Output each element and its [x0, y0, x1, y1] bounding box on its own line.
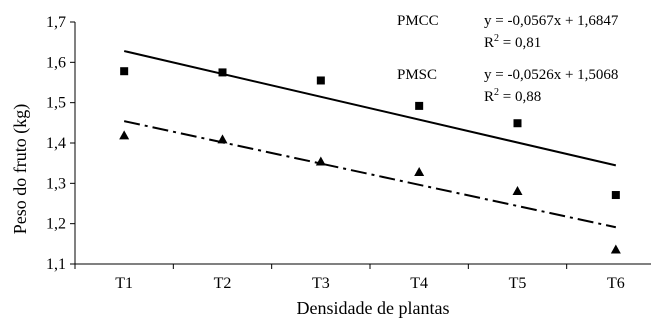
y-axis-title: Peso do fruto (kg): [10, 104, 31, 234]
data-point-pmsc: [513, 186, 523, 195]
r2-value-pmcc: = 0,81: [499, 35, 541, 51]
series-name-pmcc: PMCC: [397, 13, 439, 29]
series-name-pmsc: PMSC: [397, 67, 437, 83]
annotation-pmsc: PMSC y = -0,0526x + 1,5068 R2 = 0,88: [397, 67, 618, 105]
data-point-pmcc: [612, 191, 620, 199]
y-tick-label: 1,1: [46, 256, 66, 273]
data-point-pmcc: [317, 76, 325, 84]
data-point-pmsc: [218, 134, 228, 143]
data-point-pmsc: [611, 244, 621, 253]
y-axis: 1,1 1,2 1,3 1,4 1,5 1,6 1,7: [46, 14, 75, 273]
y-tick-label: 1,4: [46, 135, 66, 152]
x-tick-label: T4: [410, 275, 428, 292]
r2-pmsc: R2 = 0,88: [484, 87, 541, 105]
y-tick-label: 1,6: [46, 54, 66, 71]
x-tick-label: T2: [214, 275, 232, 292]
equation-pmcc: y = -0,0567x + 1,6847: [484, 13, 619, 29]
x-tick-label: T6: [607, 275, 625, 292]
trendline-pmsc: [124, 121, 616, 227]
x-tick-label: T3: [312, 275, 330, 292]
y-tick-label: 1,3: [46, 175, 66, 192]
r2-prefix-pmcc: R: [484, 35, 494, 51]
equation-pmsc: y = -0,0526x + 1,5068: [484, 67, 618, 83]
annotation-pmcc: PMCC y = -0,0567x + 1,6847 R2 = 0,81: [397, 13, 619, 51]
data-point-pmsc: [119, 130, 129, 139]
data-point-pmsc: [414, 167, 424, 176]
r2-prefix-pmsc: R: [484, 89, 494, 105]
data-point-pmcc: [219, 68, 227, 76]
x-tick-label: T1: [115, 275, 133, 292]
data-point-pmsc: [316, 157, 326, 166]
x-axis: T1 T2 T3 T4 T5 T6: [75, 264, 651, 292]
data-point-pmcc: [120, 67, 128, 75]
x-tick-label: T5: [509, 275, 527, 292]
data-point-pmcc: [514, 119, 522, 127]
y-tick-label: 1,5: [46, 95, 66, 112]
x-axis-title: Densidade de plantas: [297, 298, 450, 318]
y-tick-label: 1,7: [46, 14, 66, 31]
r2-value-pmsc: = 0,88: [499, 89, 541, 105]
y-tick-label: 1,2: [46, 216, 66, 233]
data-point-pmcc: [415, 102, 423, 110]
r2-pmcc: R2 = 0,81: [484, 33, 541, 51]
data-points: [119, 67, 621, 253]
